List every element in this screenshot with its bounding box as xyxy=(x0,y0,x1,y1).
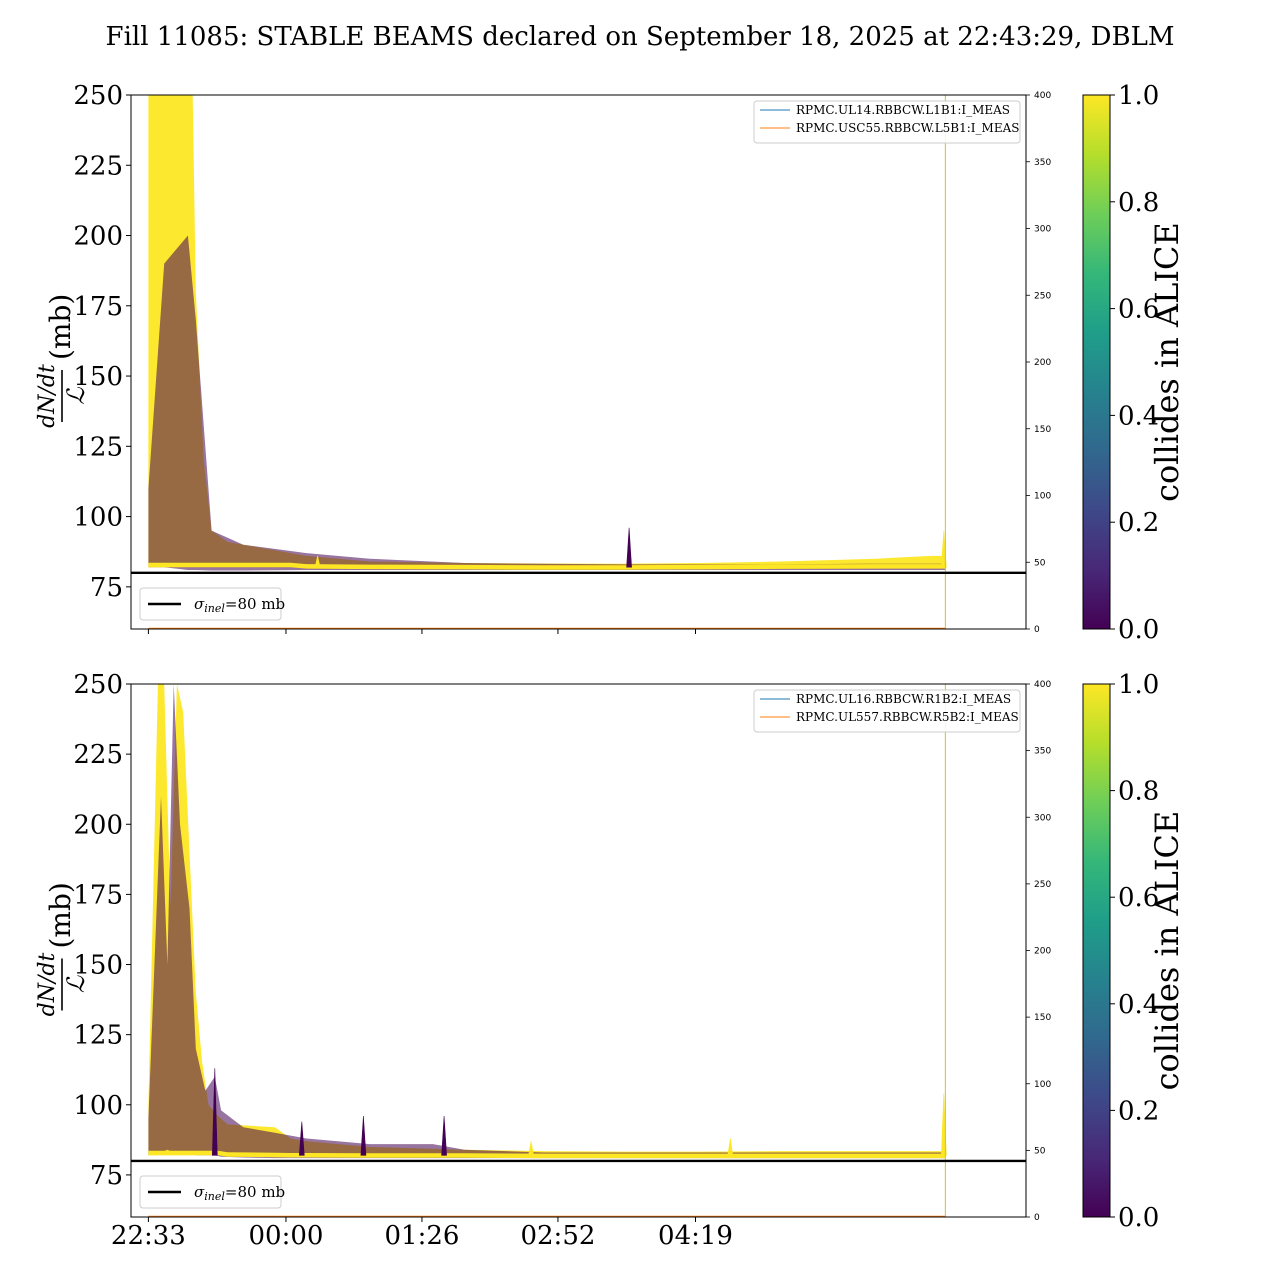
legend-label: RPMC.USC55.RBBCW.L5B1:I_MEAS xyxy=(796,121,1019,135)
plot-area xyxy=(131,95,1026,629)
data-band-core xyxy=(148,1150,946,1159)
reference-legend-label: σinel=80 mb xyxy=(194,1183,285,1203)
legend-box xyxy=(753,689,1021,733)
y-tick-label: 100 xyxy=(73,1091,123,1121)
reference-legend-label: σinel=80 mb xyxy=(194,595,285,615)
colorbar-tick-label: 0.0 xyxy=(1118,1203,1159,1233)
y-tick-label: 125 xyxy=(73,432,123,462)
secondary-y-tick-label: 200 xyxy=(1034,947,1051,957)
y-tick-label: 150 xyxy=(73,362,123,392)
x-tick-label: 22:33 xyxy=(111,1221,186,1251)
y-tick-label: 250 xyxy=(73,670,123,700)
data-band-collides xyxy=(148,95,946,570)
legend-label: RPMC.UL14.RBBCW.L1B1:I_MEAS xyxy=(796,103,1010,117)
y-axis-label-numerator: dN/dt xyxy=(35,953,60,1017)
colorbar xyxy=(1082,683,1111,1218)
colorbar xyxy=(1082,94,1111,630)
y-axis-label-unit: (mb) xyxy=(44,294,77,360)
x-tick-label: 01:26 xyxy=(384,1221,459,1251)
y-axis-label: dN/dt ℒ (mb) xyxy=(35,882,90,1016)
data-spike xyxy=(360,1115,367,1156)
secondary-y-tick-label: 300 xyxy=(1034,225,1051,235)
secondary-y-tick-label: 150 xyxy=(1034,425,1051,435)
y-tick-label: 75 xyxy=(90,1161,123,1191)
x-tick-label: 00:00 xyxy=(248,1221,323,1251)
data-spike xyxy=(626,527,632,568)
data-band-collides xyxy=(148,684,946,1159)
secondary-y-tick-label: 350 xyxy=(1034,747,1051,757)
y-tick-label: 200 xyxy=(73,810,123,840)
secondary-y-tick-label: 150 xyxy=(1034,1013,1051,1023)
y-tick-label: 100 xyxy=(73,503,123,533)
plot-area xyxy=(131,684,1026,1217)
colorbar-label: collides in ALICE xyxy=(1148,222,1186,502)
colorbar-label: collides in ALICE xyxy=(1148,811,1186,1091)
data-spike xyxy=(727,1138,734,1156)
y-axis-label: dN/dt ℒ (mb) xyxy=(35,294,90,428)
data-spike xyxy=(441,1115,447,1156)
colorbar-tick-label: 0.2 xyxy=(1118,508,1159,538)
panel-bottom: 75 100 125 150 175 200 225 250 0 50 100 150 200 250 30… xyxy=(35,670,1186,1251)
secondary-y-tick-label: 350 xyxy=(1034,158,1051,168)
data-spike xyxy=(314,555,321,568)
colorbar-tick-label: 0.4 xyxy=(1118,401,1159,431)
secondary-y-tick-label: 400 xyxy=(1034,680,1051,690)
colorbar-tick-label: 0.2 xyxy=(1118,1096,1159,1126)
data-spike xyxy=(298,1121,305,1156)
secondary-y-tick-label: 0 xyxy=(1034,1213,1040,1223)
legend-label: RPMC.UL16.RBBCW.R1B2:I_MEAS xyxy=(796,692,1011,706)
colorbar-tick-label: 0.8 xyxy=(1118,777,1159,807)
y-tick-label: 225 xyxy=(73,740,123,770)
secondary-y-tick-label: 250 xyxy=(1034,291,1051,301)
colorbar-tick-label: 0.6 xyxy=(1118,883,1159,913)
colorbar-tick-label: 1.0 xyxy=(1118,670,1159,700)
y-tick-label: 200 xyxy=(73,222,123,252)
reference-legend-box xyxy=(139,1175,282,1209)
secondary-y-tick-label: 300 xyxy=(1034,813,1051,823)
secondary-y-tick-label: 200 xyxy=(1034,358,1051,368)
colorbar-tick-label: 0.8 xyxy=(1118,188,1159,218)
y-axis-label-numerator: dN/dt xyxy=(35,364,60,428)
colorbar-tick-label: 0.6 xyxy=(1118,295,1159,325)
colorbar-tick-label: 0.0 xyxy=(1118,615,1159,645)
legend-label: RPMC.UL557.RBBCW.R5B2:I_MEAS xyxy=(796,710,1019,724)
data-band-not-colliding xyxy=(148,235,946,571)
data-band-core xyxy=(148,562,946,570)
y-tick-label: 75 xyxy=(90,573,123,603)
colorbar-tick-label: 1.0 xyxy=(1118,81,1159,111)
secondary-y-tick-label: 100 xyxy=(1034,492,1051,502)
data-band-not-colliding xyxy=(148,684,946,1159)
secondary-y-tick-label: 50 xyxy=(1034,1146,1046,1156)
reference-legend-box xyxy=(139,587,282,621)
colorbar-tick-label: 0.4 xyxy=(1118,990,1159,1020)
x-tick-label: 02:52 xyxy=(520,1221,595,1251)
y-tick-label: 225 xyxy=(73,151,123,181)
y-tick-label: 250 xyxy=(73,81,123,111)
y-tick-label: 125 xyxy=(73,1021,123,1051)
panel-top: 75 100 125 150 175 200 225 250 0 50 100 150 200 250 30… xyxy=(35,81,1186,645)
secondary-y-tick-label: 0 xyxy=(1034,625,1040,635)
figure-title: Fill 11085: STABLE BEAMS declared on Sep… xyxy=(106,22,1175,52)
y-tick-label: 150 xyxy=(73,951,123,981)
legend-box xyxy=(753,100,1021,144)
secondary-y-tick-label: 50 xyxy=(1034,558,1046,568)
y-axis-label-denominator: ℒ xyxy=(62,387,90,405)
data-spike xyxy=(211,1068,218,1156)
secondary-y-tick-label: 250 xyxy=(1034,880,1051,890)
x-tick-label: 04:19 xyxy=(658,1221,733,1251)
secondary-y-tick-label: 400 xyxy=(1034,91,1051,101)
y-axis-label-unit: (mb) xyxy=(44,882,77,948)
y-tick-label: 175 xyxy=(73,880,123,910)
secondary-y-tick-label: 100 xyxy=(1034,1080,1051,1090)
y-axis-label-denominator: ℒ xyxy=(62,975,90,993)
data-spike xyxy=(528,1141,534,1156)
y-tick-label: 175 xyxy=(73,292,123,322)
